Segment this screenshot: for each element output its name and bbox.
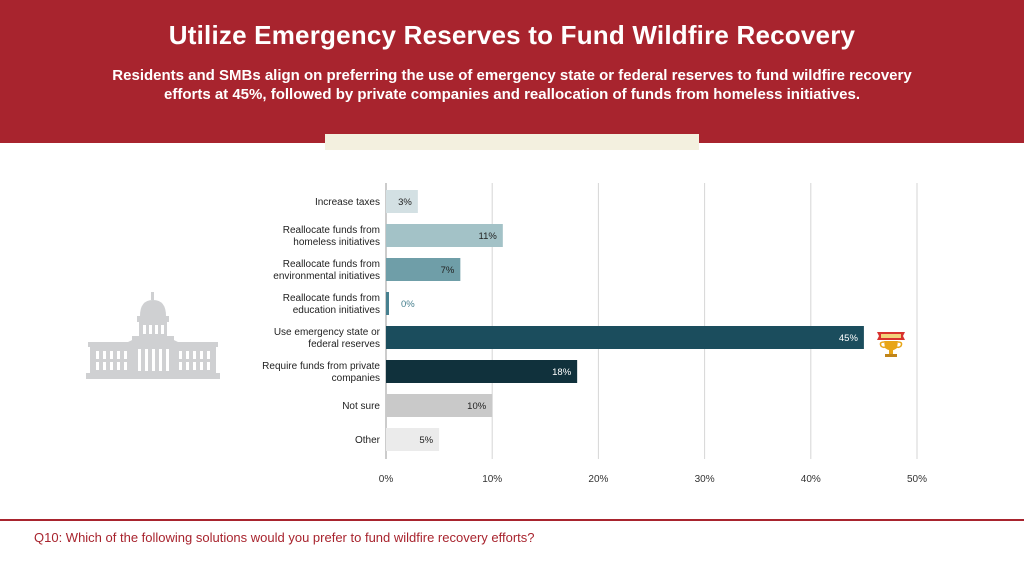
category-label: federal reserves [308, 339, 380, 350]
bar [386, 326, 864, 349]
decorative-tab [325, 134, 699, 150]
bar [386, 258, 461, 281]
bar-value-label: 3% [398, 197, 412, 208]
survey-question: Q10: Which of the following solutions wo… [34, 530, 535, 545]
page-subtitle: Residents and SMBs align on preferring t… [112, 67, 912, 103]
category-label: Reallocate funds from [283, 225, 380, 236]
x-tick-label: 20% [588, 474, 608, 485]
x-tick-label: 50% [907, 474, 927, 485]
category-label: Require funds from private [262, 361, 380, 372]
page-title: Utilize Emergency Reserves to Fund Wildf… [168, 20, 856, 50]
category-label: Use emergency state or [274, 327, 381, 338]
x-tick-label: 10% [482, 474, 502, 485]
bar [386, 394, 493, 417]
category-label: environmental initiatives [273, 271, 380, 282]
bar-value-label: 45% [839, 333, 859, 344]
category-label: Increase taxes [315, 197, 380, 208]
bar [386, 292, 389, 315]
bar [386, 360, 578, 383]
bar [386, 428, 440, 451]
category-label: Reallocate funds from [283, 293, 380, 304]
header-banner: Utilize Emergency Reserves to Fund Wildf… [0, 0, 1024, 143]
bar [386, 224, 503, 247]
bar-value-label: 18% [552, 367, 572, 378]
bar-value-label: 10% [467, 401, 487, 412]
bar-value-label: 11% [479, 231, 498, 242]
capitol-building-icon [86, 292, 220, 379]
bar-value-label: 5% [419, 435, 433, 446]
bar-value-label: 0% [401, 299, 415, 310]
trophy-icon [877, 332, 905, 357]
x-tick-label: 40% [801, 474, 821, 485]
category-label: Not sure [342, 401, 380, 412]
bar [386, 190, 418, 213]
category-label: Other [355, 435, 381, 446]
x-tick-label: 30% [695, 474, 715, 485]
bar-value-label: 7% [441, 265, 455, 276]
x-tick-label: 0% [379, 474, 394, 485]
category-label: companies [332, 373, 380, 384]
footer-divider [0, 519, 1024, 521]
category-label: Reallocate funds from [283, 259, 380, 270]
category-label: homeless initiatives [293, 237, 380, 248]
category-label: education initiatives [293, 305, 380, 316]
